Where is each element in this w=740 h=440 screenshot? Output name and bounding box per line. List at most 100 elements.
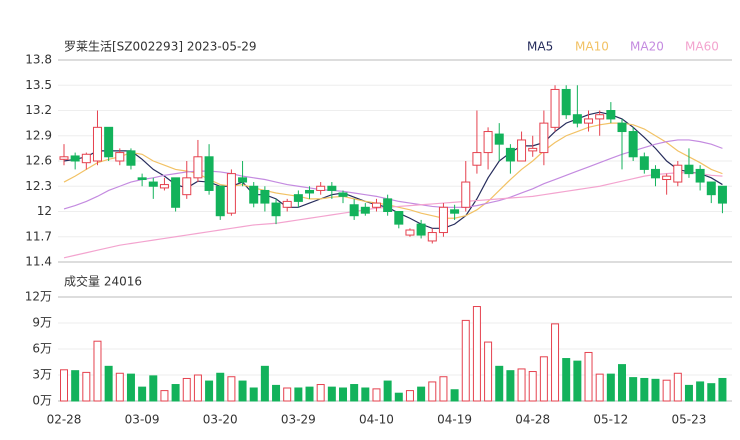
volume-bar: [383, 380, 392, 402]
candle-body: [360, 206, 370, 214]
x-tick-label: 04-28: [515, 413, 550, 427]
volume-bar: [629, 377, 638, 402]
candle-body: [472, 152, 482, 166]
candle-body: [450, 209, 460, 214]
candle-body: [148, 181, 158, 187]
volume-bar: [640, 377, 649, 402]
candle-body: [137, 177, 147, 181]
candle-body: [595, 114, 605, 120]
volume-bar: [562, 358, 571, 402]
volume-bar: [584, 351, 593, 402]
y-tick-label: 6万: [32, 342, 52, 356]
candle-body: [282, 200, 292, 208]
candle-body: [171, 177, 181, 208]
volume-bar: [227, 376, 236, 402]
y-tick-label: 12万: [25, 290, 52, 304]
candle-body: [628, 131, 638, 158]
candle-body: [438, 206, 448, 234]
volume-bar: [138, 386, 147, 402]
legend-entry: MA60: [685, 40, 719, 54]
volume-bar: [718, 377, 727, 402]
volume-bar: [82, 371, 91, 402]
candle-body: [81, 153, 91, 164]
volume-bar: [260, 365, 269, 402]
volume-bar: [405, 390, 414, 402]
x-tick-label: 02-28: [47, 413, 82, 427]
x-tick-label: 04-10: [359, 413, 394, 427]
candle-body: [662, 175, 672, 181]
ma-line: [63, 172, 723, 259]
candle-body: [159, 184, 169, 189]
volume-bar: [171, 384, 180, 402]
volume-bar: [93, 340, 102, 402]
candle-body: [639, 156, 649, 170]
volume-bar: [472, 306, 481, 402]
ma-line: [63, 122, 723, 219]
candle-body: [572, 114, 582, 124]
candle-body: [617, 122, 627, 133]
volume-bar: [305, 386, 314, 402]
y-tick-label: 12.6: [25, 154, 52, 168]
candle-body: [383, 198, 393, 212]
volume-bar: [696, 381, 705, 402]
candle-body: [59, 156, 69, 160]
volume-title: 成交量 24016: [64, 274, 142, 289]
x-tick-label: 05-23: [672, 413, 707, 427]
candle-body: [717, 185, 727, 204]
x-tick-label: 05-12: [593, 413, 628, 427]
candle-body: [115, 152, 125, 162]
volume-bar: [618, 364, 626, 402]
x-tick-label: 04-19: [437, 413, 472, 427]
volume-bar: [350, 384, 359, 402]
x-tick-label: 03-09: [125, 413, 160, 427]
volume-bar: [149, 375, 158, 402]
candle-body: [695, 168, 705, 183]
candle-body: [249, 185, 259, 204]
volume-bar: [450, 389, 459, 402]
volume-bar: [193, 374, 202, 402]
volume-bar: [551, 323, 560, 402]
volume-bar: [517, 368, 526, 402]
y-tick-label: 13.8: [25, 53, 52, 67]
y-tick-label: 3万: [32, 368, 52, 382]
candle-body: [349, 204, 359, 217]
volume-bar: [182, 377, 191, 402]
volume-bar: [673, 372, 682, 402]
y-tick-label: 9万: [32, 316, 52, 330]
x-tick-label: 03-20: [203, 413, 238, 427]
candle-body: [70, 155, 80, 162]
candle-body: [293, 194, 303, 202]
legend-entry: MA5: [527, 40, 553, 54]
volume-bar: [339, 387, 347, 402]
candle-body: [193, 156, 203, 179]
volume-bar: [595, 373, 604, 402]
volume-bar: [160, 390, 169, 402]
candle-body: [494, 133, 504, 145]
volume-bar: [394, 392, 403, 402]
volume-bar: [272, 384, 281, 402]
volume-bar: [205, 380, 214, 402]
volume-bar: [60, 369, 68, 402]
candle-body: [550, 88, 560, 128]
y-tick-label: 0万: [32, 394, 52, 408]
volume-bar: [662, 379, 671, 402]
y-tick-label: 11.7: [25, 229, 52, 243]
volume-bar: [361, 387, 370, 402]
candle-body: [92, 126, 102, 162]
candle-body: [394, 211, 404, 225]
volume-bar: [283, 387, 292, 402]
volume-bar: [327, 386, 336, 402]
candle-body: [427, 232, 437, 242]
volume-bar: [651, 378, 660, 402]
chart-title: 罗莱生活[SZ002293] 2023-05-29: [64, 40, 257, 54]
volume-bar: [417, 386, 426, 402]
volume-bar: [707, 383, 716, 402]
candle-body: [539, 122, 549, 154]
candle-body: [561, 88, 571, 116]
candle-body: [461, 181, 471, 208]
candle-body: [226, 173, 236, 214]
y-tick-label: 12: [37, 204, 52, 218]
volume-bar: [104, 365, 113, 402]
y-tick-label: 12.3: [25, 179, 52, 193]
